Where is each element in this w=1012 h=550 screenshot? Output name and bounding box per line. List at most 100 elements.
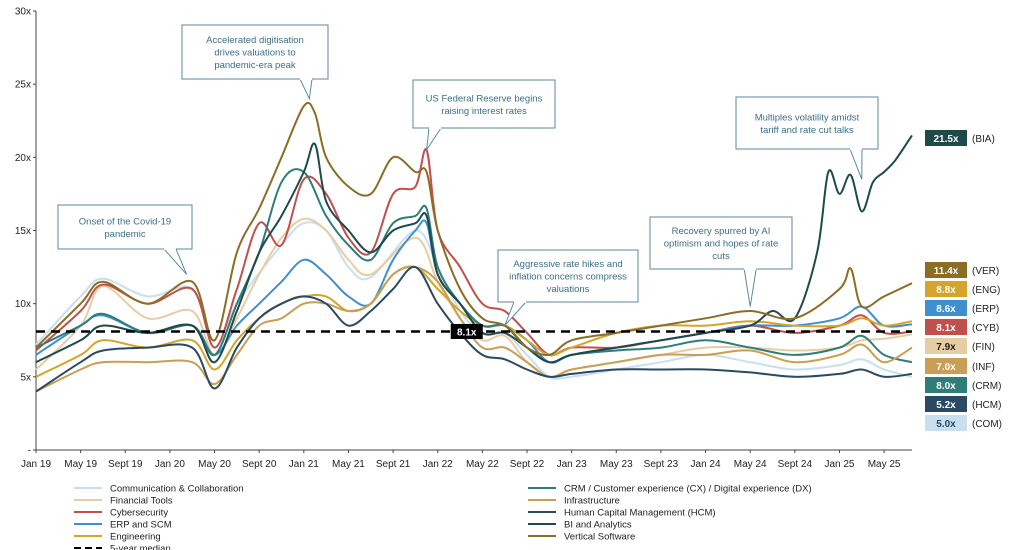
x-tick-label: May 20 bbox=[198, 459, 231, 470]
annotation-text: Aggressive rate hikes and bbox=[513, 259, 622, 270]
legend-label: ERP and SCM bbox=[110, 520, 172, 531]
end-label-badge bbox=[925, 377, 967, 393]
end-label-badge bbox=[925, 319, 967, 335]
legend-item: Vertical Software bbox=[528, 532, 635, 543]
annotation-text: pandemic-era peak bbox=[214, 60, 296, 71]
x-tick-label: Sept 19 bbox=[108, 459, 143, 470]
annotation-pointer bbox=[426, 127, 442, 151]
end-label-value: 5.0x bbox=[936, 419, 956, 430]
legend-label: Vertical Software bbox=[564, 532, 635, 543]
end-label-ver: 11.4x (VER) bbox=[925, 262, 999, 278]
legend-item: Financial Tools bbox=[74, 496, 173, 507]
end-label-code: (COM) bbox=[972, 419, 1002, 430]
annotation-pointer bbox=[743, 268, 757, 307]
median-label: 8.1x bbox=[457, 327, 477, 338]
end-label-code: (FIN) bbox=[972, 342, 995, 353]
annotation-text: inflation concerns compress bbox=[509, 272, 627, 283]
chart-annotations: Onset of the Covid-19 pandemic Accelerated… bbox=[57, 24, 879, 326]
end-label-value: 5.2x bbox=[936, 400, 956, 411]
legend-item: CRM / Customer experience (CX) / Digital… bbox=[528, 484, 812, 495]
annotation-box bbox=[181, 24, 329, 80]
series-line-crm bbox=[35, 168, 913, 364]
annotation-text: drives valuations to bbox=[214, 48, 295, 59]
x-tick-label: Jan 23 bbox=[557, 459, 587, 470]
end-label-code: (CRM) bbox=[972, 381, 1001, 392]
end-label-code: (ENG) bbox=[972, 285, 1000, 296]
end-label-value: 7.0x bbox=[936, 362, 956, 373]
x-tick-label: Sept 24 bbox=[778, 459, 813, 470]
annotation-text: Multiples volatility amidst bbox=[755, 112, 860, 123]
legend-item: Communication & Collaboration bbox=[74, 484, 244, 495]
legend-item: Infrastructure bbox=[528, 496, 620, 507]
end-label-hcm: 5.2x (HCM) bbox=[925, 396, 1001, 412]
legend-item: Human Capital Management (HCM) bbox=[528, 508, 716, 519]
end-label-eng: 8.8x (ENG) bbox=[925, 281, 1000, 297]
end-label-value: 11.4x bbox=[934, 266, 959, 277]
series-line-eng bbox=[35, 265, 913, 378]
series-line-ver bbox=[35, 101, 913, 357]
x-tick-label: May 19 bbox=[64, 459, 97, 470]
annotation-text: Accelerated digitisation bbox=[206, 35, 304, 46]
y-tick-label: - bbox=[28, 446, 31, 457]
end-label-value: 8.0x bbox=[936, 381, 956, 392]
legend-item: ERP and SCM bbox=[74, 520, 172, 531]
end-label-inf: 7.0x (INF) bbox=[925, 358, 995, 374]
annotation-text: pandemic bbox=[104, 229, 145, 240]
legend-label: Human Capital Management (HCM) bbox=[564, 508, 716, 519]
annotation-box bbox=[412, 79, 556, 129]
end-label-cyb: 8.1x (CYB) bbox=[925, 319, 999, 335]
end-label-badge bbox=[925, 130, 967, 146]
annotation-box bbox=[57, 204, 193, 250]
x-tick-label: Jan 20 bbox=[155, 459, 185, 470]
legend-item: Engineering bbox=[74, 532, 161, 543]
end-label-value: 21.5x bbox=[933, 134, 958, 145]
legend-item: 5-year median bbox=[74, 544, 171, 550]
x-tick-label: Jan 25 bbox=[824, 459, 854, 470]
end-label-code: (HCM) bbox=[972, 400, 1001, 411]
end-label-value: 8.6x bbox=[936, 304, 956, 315]
y-tick-label: 5x bbox=[20, 372, 31, 383]
x-tick-label: Sept 23 bbox=[644, 459, 679, 470]
annotation-callout: Onset of the Covid-19 pandemic bbox=[57, 204, 193, 275]
annotation-pointer bbox=[162, 248, 188, 275]
end-label-value: 8.1x bbox=[936, 323, 956, 334]
end-label-code: (VER) bbox=[972, 266, 999, 277]
end-label-badge bbox=[925, 338, 967, 354]
end-label-badge bbox=[925, 415, 967, 431]
annotation-box bbox=[497, 249, 639, 303]
legend-label: CRM / Customer experience (CX) / Digital… bbox=[564, 484, 812, 495]
annotation-callout: US Federal Reserve begins raising interes… bbox=[412, 79, 556, 151]
legend-label: BI and Analytics bbox=[564, 520, 632, 531]
legend-label: Cybersecurity bbox=[110, 508, 168, 519]
x-tick-label: Sept 22 bbox=[510, 459, 545, 470]
end-label-value: 8.8x bbox=[936, 285, 956, 296]
x-tick-label: Sept 20 bbox=[242, 459, 277, 470]
annotation-callout: Accelerated digitisation drives valuation… bbox=[181, 24, 329, 101]
annotation-text: raising interest rates bbox=[441, 106, 527, 117]
end-label-badge bbox=[925, 281, 967, 297]
x-tick-label: Jan 22 bbox=[423, 459, 453, 470]
x-tick-label: Jan 24 bbox=[691, 459, 721, 470]
annotation-box bbox=[735, 96, 879, 150]
end-label-badge bbox=[925, 262, 967, 278]
y-tick-label: 25x bbox=[15, 80, 31, 91]
end-label-code: (BIA) bbox=[972, 134, 995, 145]
annotation-text: US Federal Reserve begins bbox=[426, 93, 543, 104]
x-tick-label: May 22 bbox=[466, 459, 499, 470]
end-label-code: (ERP) bbox=[972, 304, 999, 315]
series-line-hcm bbox=[35, 266, 913, 393]
annotation-text: cuts bbox=[712, 251, 730, 262]
series-line-bia bbox=[35, 134, 913, 364]
annotation-pointer bbox=[299, 78, 313, 101]
end-label-code: (CYB) bbox=[972, 323, 999, 334]
annotation-callout: Multiples volatility amidst tariff and ra… bbox=[735, 96, 879, 180]
x-tick-label: Sept 21 bbox=[376, 459, 411, 470]
x-tick-label: May 21 bbox=[332, 459, 365, 470]
end-label-bia: 21.5x (BIA) bbox=[925, 130, 995, 146]
annotation-text: Onset of the Covid-19 bbox=[79, 216, 171, 227]
y-tick-label: 15x bbox=[15, 226, 31, 237]
y-tick-label: 30x bbox=[15, 7, 31, 18]
annotation-box bbox=[649, 216, 793, 270]
end-label-value: 7.9x bbox=[936, 342, 956, 353]
